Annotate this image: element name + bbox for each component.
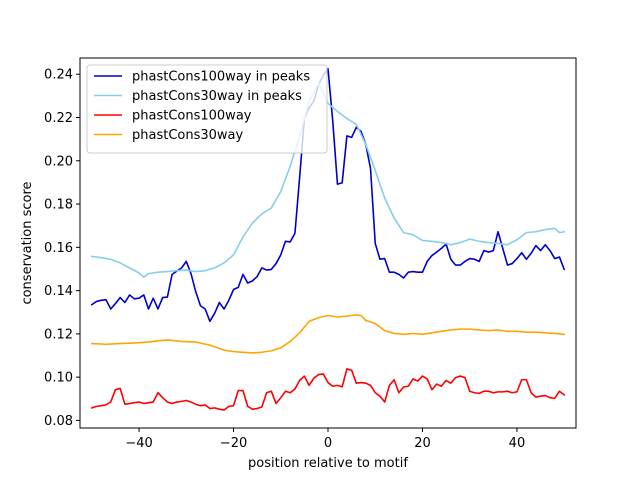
x-tick-label: 20 [414,436,431,451]
series-line-3 [90,314,566,354]
legend: phastCons100way in peaks phastCons30way i… [86,64,328,154]
x-tick-label: −40 [125,436,152,451]
legend-label: phastCons100way in peaks [132,70,310,85]
legend-frame [86,64,328,154]
y-tick-label: 0.08 [44,414,73,429]
y-tick-label: 0.18 [44,198,73,213]
x-tick-label: −20 [220,436,247,451]
y-axis: 0.08 0.10 0.12 0.14 0.16 0.18 0.20 0.22 0.24 [44,68,80,429]
y-tick-label: 0.16 [44,241,73,256]
x-axis: −40 −20 0 20 40 [125,428,525,451]
legend-label: phastCons30way [132,128,244,143]
y-tick-label: 0.20 [44,154,73,169]
y-tick-label: 0.22 [44,111,73,126]
x-axis-label: position relative to motif [248,456,408,471]
series-layer [90,68,566,411]
y-tick-label: 0.24 [44,68,73,83]
legend-label: phastCons100way [132,109,252,124]
y-tick-label: 0.12 [44,327,73,342]
x-tick-label: 0 [324,436,332,451]
series-line-2 [90,368,566,411]
y-tick-label: 0.14 [44,284,73,299]
legend-label: phastCons30way in peaks [132,89,302,104]
y-tick-label: 0.10 [44,371,73,386]
series-line-1 [90,82,566,278]
x-tick-label: 40 [509,436,526,451]
series-line-0 [90,68,566,323]
y-axis-label: conservation score [20,181,35,304]
